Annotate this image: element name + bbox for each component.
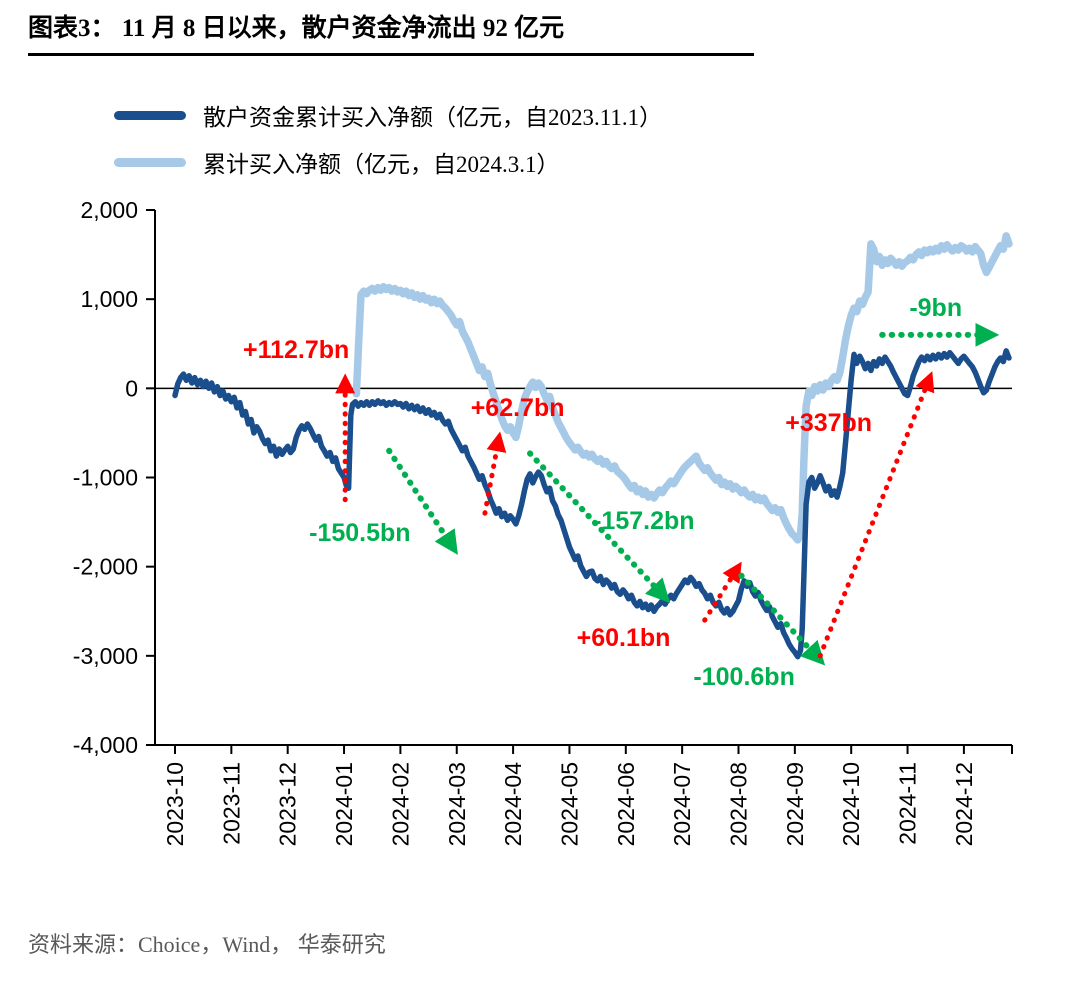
legend-label: 累计买入净额（亿元，自2024.3.1） — [203, 152, 560, 177]
figure-title: 图表3： 11 月 8 日以来，散户资金净流出 92 亿元 — [28, 15, 565, 42]
y-tick-label: 1,000 — [80, 286, 138, 312]
trend-arrow — [482, 431, 507, 516]
x-tick-label: 2023-11 — [218, 762, 244, 845]
annotation-label: +60.1bn — [577, 624, 671, 652]
y-tick-label: 0 — [125, 375, 138, 401]
x-tick-label: 2024-05 — [556, 762, 582, 846]
trend-arrow — [738, 572, 826, 666]
x-tick-label: 2024-04 — [500, 762, 526, 847]
legend-item-cumulative: 累计买入净额（亿元，自2024.3.1） — [114, 145, 1080, 179]
x-tick-label: 2024-08 — [726, 762, 752, 846]
trend-arrow — [702, 561, 742, 623]
y-tick-label: -1,000 — [73, 465, 138, 491]
legend-item-retail-cumulative: 散户资金累计买入净额（亿元，自2023.11.1） — [114, 98, 1080, 132]
trend-arrow — [817, 371, 935, 659]
x-tick-label: 2024-07 — [669, 762, 695, 846]
y-tick-label: -4,000 — [73, 732, 138, 758]
annotation-label: +337bn — [785, 409, 872, 437]
x-tick-label: 2024-11 — [895, 762, 921, 845]
chart-legend: 散户资金累计买入净额（亿元，自2023.11.1） 累计买入净额（亿元，自202… — [114, 98, 1080, 179]
legend-swatch-dark-blue — [114, 110, 186, 120]
x-tick-label: 2024-02 — [387, 762, 413, 846]
annotation-label: +62.7bn — [471, 394, 565, 422]
x-tick-label: 2023-10 — [162, 762, 188, 846]
report-figure: 图表3： 11 月 8 日以来，散户资金净流出 92 亿元 散户资金累计买入净额… — [0, 14, 1080, 959]
x-tick-label: 2024-01 — [331, 762, 357, 846]
series-line-1 — [172, 348, 1012, 660]
axes: 2,000 1,000 0 -1,000 -2,000 -3,000 -4,000 2023-… — [73, 197, 1013, 847]
x-tick-label: 2024-12 — [951, 762, 977, 846]
annotation-label: -150.5bn — [309, 519, 410, 547]
x-tick-label: 2023-12 — [275, 762, 301, 846]
x-tick-label: 2024-06 — [613, 762, 639, 846]
x-tick-label: 2024-03 — [444, 762, 470, 846]
y-tick-label: -2,000 — [73, 554, 138, 580]
x-tick-label: 2024-10 — [838, 762, 864, 846]
annotation-label: -9bn — [909, 294, 962, 322]
line-chart: 2,000 1,000 0 -1,000 -2,000 -3,000 -4,000 2023-… — [73, 197, 1013, 847]
annotation-label: -157.2bn — [593, 507, 694, 535]
legend-swatch-light-blue — [114, 157, 186, 167]
x-tick-label: 2024-09 — [782, 762, 808, 846]
y-tick-label: 2,000 — [80, 197, 138, 223]
y-tick-label: -3,000 — [73, 643, 138, 669]
legend-label: 散户资金累计买入净额（亿元，自2023.11.1） — [203, 105, 663, 130]
series-line-0 — [352, 232, 1013, 544]
figure-title-block: 图表3： 11 月 8 日以来，散户资金净流出 92 亿元 — [28, 14, 754, 56]
annotation-label: +112.7bn — [243, 336, 349, 364]
trend-arrow — [386, 447, 458, 555]
annotation-label: -100.6bn — [693, 663, 794, 691]
trend-arrow — [527, 450, 671, 604]
source-note: 资料来源：Choice，Wind， 华泰研究 — [28, 932, 386, 957]
